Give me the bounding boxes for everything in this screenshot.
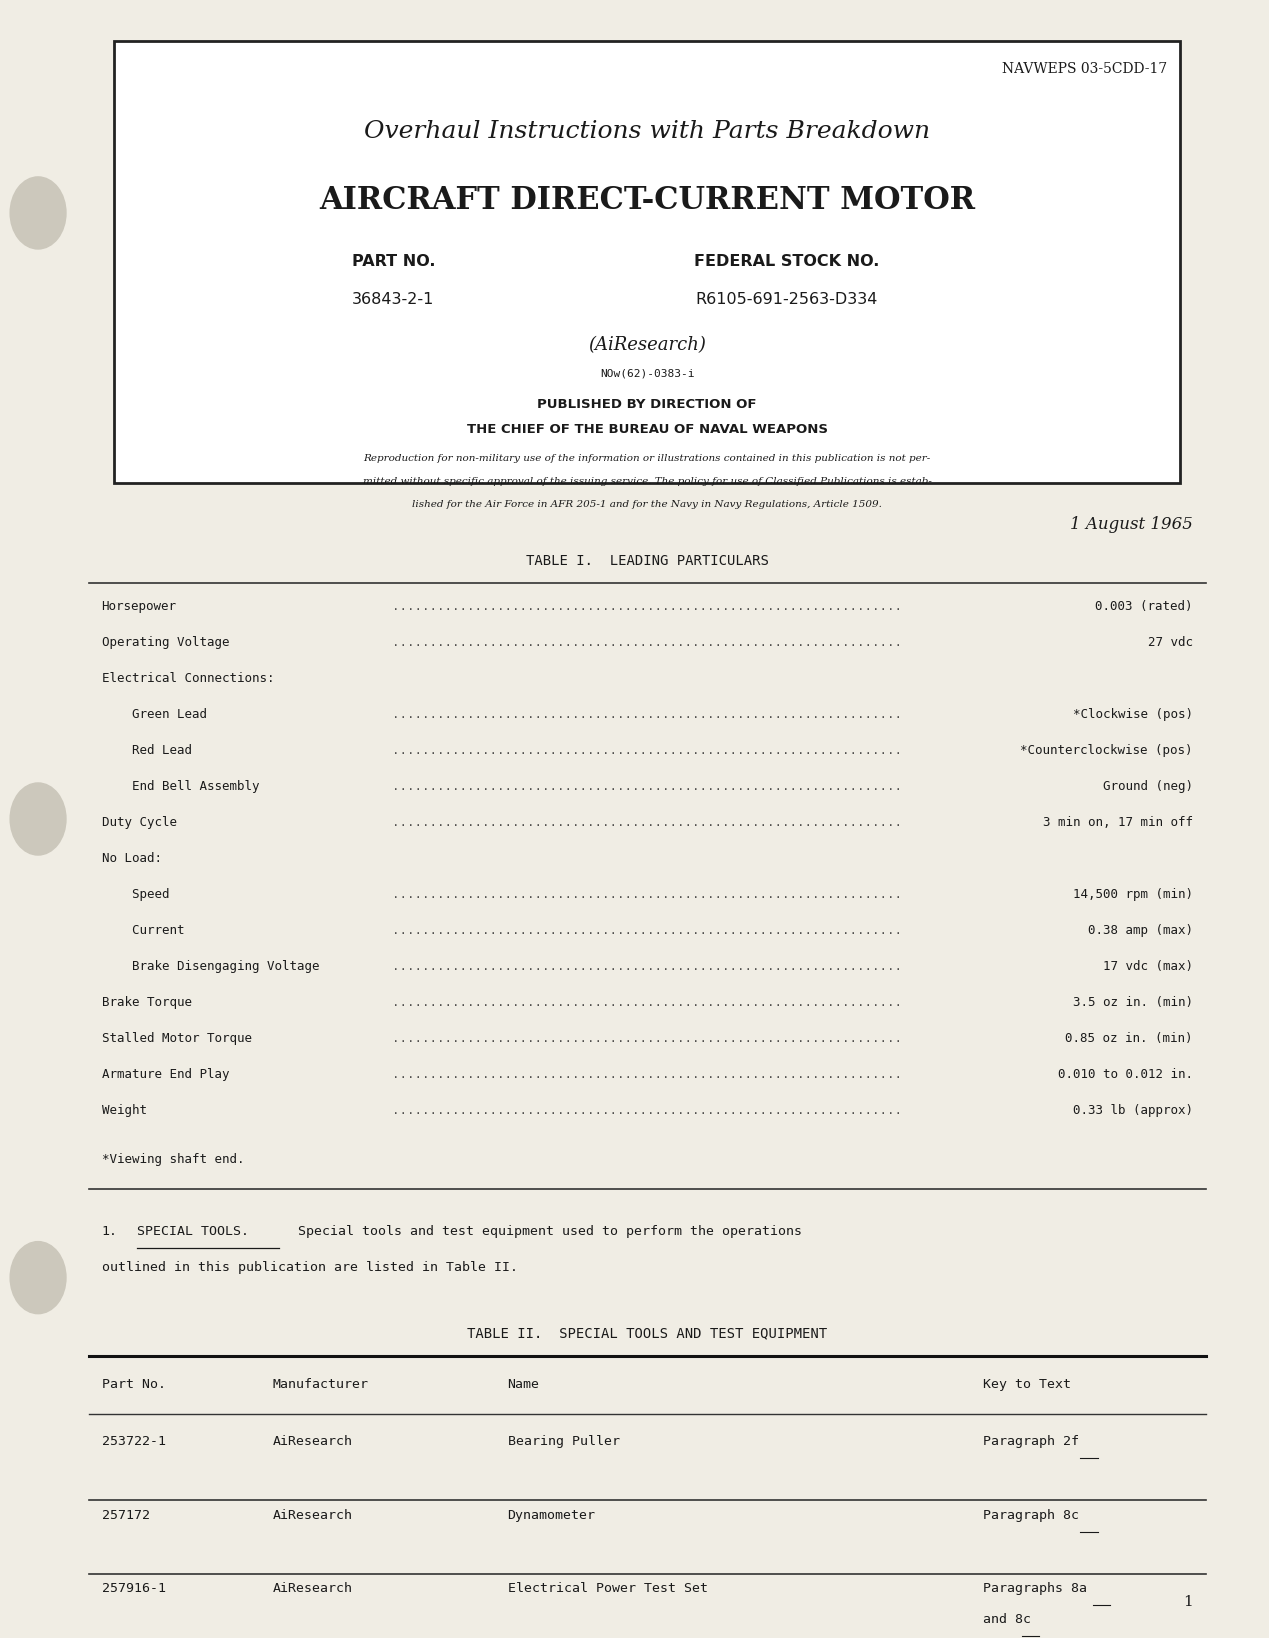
Text: ....................................................................: ........................................… bbox=[392, 780, 902, 793]
Text: Brake Torque: Brake Torque bbox=[102, 996, 192, 1009]
Text: ....................................................................: ........................................… bbox=[392, 996, 902, 1009]
Text: 0.38 amp (max): 0.38 amp (max) bbox=[1088, 924, 1193, 937]
Text: Key to Text: Key to Text bbox=[983, 1378, 1071, 1391]
Text: (AiResearch): (AiResearch) bbox=[589, 336, 706, 354]
Text: 1.: 1. bbox=[102, 1225, 118, 1238]
Text: 0.85 oz in. (min): 0.85 oz in. (min) bbox=[1066, 1032, 1193, 1045]
Text: 0.33 lb (approx): 0.33 lb (approx) bbox=[1072, 1104, 1193, 1117]
Text: PUBLISHED BY DIRECTION OF: PUBLISHED BY DIRECTION OF bbox=[538, 398, 756, 411]
Text: Manufacturer: Manufacturer bbox=[273, 1378, 369, 1391]
Text: Current: Current bbox=[102, 924, 184, 937]
Text: 253722-1: 253722-1 bbox=[102, 1435, 165, 1448]
Text: ....................................................................: ........................................… bbox=[392, 1068, 902, 1081]
Text: Paragraph 8c: Paragraph 8c bbox=[983, 1509, 1080, 1522]
Text: *Viewing shaft end.: *Viewing shaft end. bbox=[102, 1153, 244, 1166]
Text: ....................................................................: ........................................… bbox=[392, 924, 902, 937]
Text: 3 min on, 17 min off: 3 min on, 17 min off bbox=[1043, 816, 1193, 829]
Text: Bearing Puller: Bearing Puller bbox=[508, 1435, 619, 1448]
Text: Red Lead: Red Lead bbox=[102, 744, 192, 757]
Text: ....................................................................: ........................................… bbox=[392, 1104, 902, 1117]
Text: Special tools and test equipment used to perform the operations: Special tools and test equipment used to… bbox=[282, 1225, 802, 1238]
Text: NAVWEPS 03-5CDD-17: NAVWEPS 03-5CDD-17 bbox=[1003, 62, 1167, 77]
Text: ....................................................................: ........................................… bbox=[392, 708, 902, 721]
Text: Name: Name bbox=[508, 1378, 539, 1391]
Text: 1 August 1965: 1 August 1965 bbox=[1070, 516, 1193, 532]
Text: No Load:: No Load: bbox=[102, 852, 161, 865]
Text: 3.5 oz in. (min): 3.5 oz in. (min) bbox=[1072, 996, 1193, 1009]
Text: mitted without specific approval of the issuing service. The policy for use of C: mitted without specific approval of the … bbox=[363, 477, 931, 485]
Circle shape bbox=[10, 177, 66, 249]
Text: Horsepower: Horsepower bbox=[102, 600, 176, 613]
Text: 27 vdc: 27 vdc bbox=[1148, 636, 1193, 649]
Circle shape bbox=[10, 1242, 66, 1314]
Text: Paragraph 2f: Paragraph 2f bbox=[983, 1435, 1080, 1448]
Text: 0.003 (rated): 0.003 (rated) bbox=[1095, 600, 1193, 613]
Text: AiResearch: AiResearch bbox=[273, 1582, 353, 1595]
Text: ....................................................................: ........................................… bbox=[392, 888, 902, 901]
Text: PART NO.: PART NO. bbox=[352, 254, 435, 269]
Text: ....................................................................: ........................................… bbox=[392, 1032, 902, 1045]
Text: 257172: 257172 bbox=[102, 1509, 150, 1522]
Text: *Counterclockwise (pos): *Counterclockwise (pos) bbox=[1020, 744, 1193, 757]
Text: and 8c: and 8c bbox=[983, 1613, 1032, 1627]
Text: ....................................................................: ........................................… bbox=[392, 816, 902, 829]
Text: Ground (neg): Ground (neg) bbox=[1103, 780, 1193, 793]
Text: 257916-1: 257916-1 bbox=[102, 1582, 165, 1595]
Text: 36843-2-1: 36843-2-1 bbox=[353, 292, 434, 306]
Text: 0.010 to 0.012 in.: 0.010 to 0.012 in. bbox=[1058, 1068, 1193, 1081]
Text: ....................................................................: ........................................… bbox=[392, 960, 902, 973]
Text: Reproduction for non-military use of the information or illustrations contained : Reproduction for non-military use of the… bbox=[363, 454, 931, 462]
Text: Electrical Connections:: Electrical Connections: bbox=[102, 672, 274, 685]
Text: *Clockwise (pos): *Clockwise (pos) bbox=[1072, 708, 1193, 721]
Text: ....................................................................: ........................................… bbox=[392, 744, 902, 757]
Text: AiResearch: AiResearch bbox=[273, 1509, 353, 1522]
Text: Part No.: Part No. bbox=[102, 1378, 165, 1391]
Text: Weight: Weight bbox=[102, 1104, 146, 1117]
Text: NOw(62)-0383-i: NOw(62)-0383-i bbox=[600, 369, 694, 378]
Text: TABLE I.  LEADING PARTICULARS: TABLE I. LEADING PARTICULARS bbox=[525, 554, 769, 568]
Text: End Bell Assembly: End Bell Assembly bbox=[102, 780, 259, 793]
Text: Dynamometer: Dynamometer bbox=[508, 1509, 595, 1522]
Text: Stalled Motor Torque: Stalled Motor Torque bbox=[102, 1032, 251, 1045]
Text: FEDERAL STOCK NO.: FEDERAL STOCK NO. bbox=[694, 254, 879, 269]
Text: Operating Voltage: Operating Voltage bbox=[102, 636, 228, 649]
Text: outlined in this publication are listed in Table II.: outlined in this publication are listed … bbox=[102, 1261, 518, 1274]
Circle shape bbox=[10, 783, 66, 855]
Bar bbox=[114, 41, 1180, 483]
Text: 14,500 rpm (min): 14,500 rpm (min) bbox=[1072, 888, 1193, 901]
Text: Electrical Power Test Set: Electrical Power Test Set bbox=[508, 1582, 708, 1595]
Text: Overhaul Instructions with Parts Breakdown: Overhaul Instructions with Parts Breakdo… bbox=[364, 120, 930, 143]
Text: R6105-691-2563-D334: R6105-691-2563-D334 bbox=[695, 292, 878, 306]
Text: 17 vdc (max): 17 vdc (max) bbox=[1103, 960, 1193, 973]
Text: THE CHIEF OF THE BUREAU OF NAVAL WEAPONS: THE CHIEF OF THE BUREAU OF NAVAL WEAPONS bbox=[467, 423, 827, 436]
Text: AiResearch: AiResearch bbox=[273, 1435, 353, 1448]
Text: SPECIAL TOOLS.: SPECIAL TOOLS. bbox=[137, 1225, 249, 1238]
Text: TABLE II.  SPECIAL TOOLS AND TEST EQUIPMENT: TABLE II. SPECIAL TOOLS AND TEST EQUIPME… bbox=[467, 1327, 827, 1342]
Text: Armature End Play: Armature End Play bbox=[102, 1068, 228, 1081]
Text: Paragraphs 8a: Paragraphs 8a bbox=[983, 1582, 1088, 1595]
Text: Brake Disengaging Voltage: Brake Disengaging Voltage bbox=[102, 960, 319, 973]
Text: Speed: Speed bbox=[102, 888, 169, 901]
Text: AIRCRAFT DIRECT-CURRENT MOTOR: AIRCRAFT DIRECT-CURRENT MOTOR bbox=[319, 185, 976, 216]
Text: Duty Cycle: Duty Cycle bbox=[102, 816, 176, 829]
Text: lished for the Air Force in AFR 205-1 and for the Navy in Navy Regulations, Arti: lished for the Air Force in AFR 205-1 an… bbox=[412, 500, 882, 508]
Text: ....................................................................: ........................................… bbox=[392, 636, 902, 649]
Text: Green Lead: Green Lead bbox=[102, 708, 207, 721]
Text: ....................................................................: ........................................… bbox=[392, 600, 902, 613]
Text: 1: 1 bbox=[1183, 1595, 1193, 1610]
